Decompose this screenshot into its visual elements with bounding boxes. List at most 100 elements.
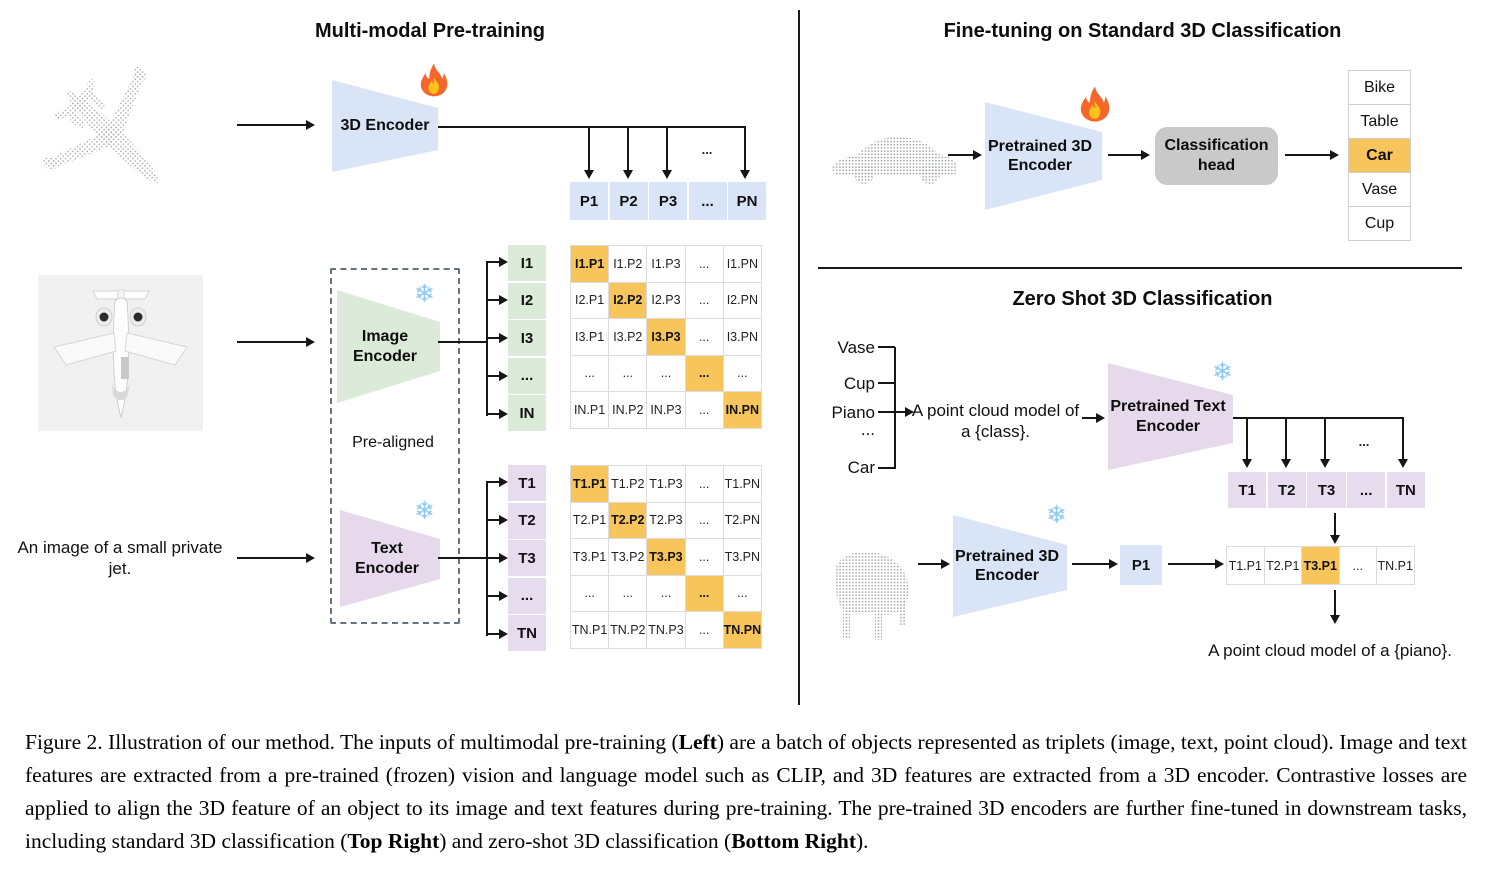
class-bracket <box>894 347 896 469</box>
image-encoder-label: Image Encoder <box>352 328 417 365</box>
text-input-caption: An image of a small private jet. <box>17 538 223 579</box>
finetune-title: Fine-tuning on Standard 3D Classificatio… <box>943 20 1342 42</box>
spine-image-rows <box>486 262 488 416</box>
matrix-cell: T2.P2 <box>609 502 648 539</box>
matrix-cell: ... <box>685 246 724 283</box>
snowflake-icon: ❄ <box>414 497 435 525</box>
figure-caption: Figure 2. Illustration of our method. Th… <box>25 730 1467 853</box>
i-cell: ... <box>508 357 546 394</box>
matrix-cell: I2.PN <box>723 282 762 319</box>
arrow-t-row-to-sim-row <box>1330 513 1340 544</box>
matrix-cell: I3.P1 <box>571 319 610 356</box>
p-cell: P3 <box>649 182 687 220</box>
3d-encoder-label: 3D Encoder <box>340 117 430 135</box>
bracket-tick-piano <box>878 411 895 413</box>
zs-similarity-row: T1.P1 T2.P1 T3.P1 ... TN.P1 <box>1226 546 1415 585</box>
matrix-cell: T1.P1 <box>571 466 610 503</box>
finetune-class-list: Bike Table Car Vase Cup <box>1348 70 1411 241</box>
image-point-similarity-matrix: I1.P1 I1.P2 I1.P3 ... I1.PN I2.P1 I2.P2 … <box>570 245 762 429</box>
p-feature-row: P1 P2 P3 ... PN <box>570 182 766 220</box>
fire-icon <box>1080 86 1110 122</box>
matrix-cell: I2.P3 <box>647 282 686 319</box>
t-cell: T1 <box>508 465 546 501</box>
zs-text-encoder-shape <box>1108 363 1233 470</box>
matrix-cell: ... <box>685 466 724 503</box>
text-point-similarity-matrix: T1.P1 T1.P2 T1.P3 ... T1.PN T2.P1 T2.P2 … <box>570 465 762 649</box>
zs-t-cell: TN <box>1386 472 1425 508</box>
line-image-encoder-out <box>438 341 488 343</box>
prompt-line2: a {class}. <box>961 422 1030 441</box>
arrow-to-zs-tn <box>1398 419 1408 468</box>
zs-class-car: Car <box>847 458 875 477</box>
p-cell: P2 <box>609 182 648 220</box>
matrix-cell: ... <box>685 319 724 356</box>
horizontal-divider <box>818 267 1462 269</box>
3d-encoder-shape <box>332 80 438 172</box>
text-feature-column: T1 T2 T3 ... TN <box>508 465 546 651</box>
snowflake-icon: ❄ <box>414 280 435 308</box>
matrix-cell: IN.P2 <box>609 392 648 429</box>
matrix-cell: ... <box>723 575 762 612</box>
matrix-cell: ... <box>647 575 686 612</box>
matrix-cell: ... <box>685 392 724 429</box>
arrow-prompt-to-text-encoder <box>1082 413 1105 423</box>
arrow-encoder-to-head <box>1108 150 1150 160</box>
bracket-tick-vase <box>878 346 895 348</box>
matrix-cell: ... <box>685 355 724 392</box>
matrix-cell: T3.P3 <box>647 539 686 576</box>
zs-encoder-shape <box>953 515 1067 617</box>
zs-class-vase: Vase <box>837 338 876 357</box>
zs-t-cell: ... <box>1347 472 1386 508</box>
arrow-to-in <box>486 409 508 419</box>
finetune-encoder-shape <box>985 102 1102 210</box>
prealigned-label: Pre-aligned <box>352 434 434 451</box>
class-item: Cup <box>1349 207 1411 241</box>
matrix-cell: I3.P2 <box>609 319 648 356</box>
arrow-to-i2 <box>486 295 508 305</box>
p-fanout-ellipsis: ... <box>701 142 713 157</box>
arrow-to-p3 <box>662 128 672 179</box>
image-feature-column: I1 I2 I3 ... IN <box>508 245 546 431</box>
t-cell: T2 <box>508 502 546 539</box>
matrix-cell: ... <box>723 355 762 392</box>
vertical-divider <box>798 10 800 705</box>
arrow-image-to-image-encoder <box>237 337 315 347</box>
arrow-encoder-to-p1 <box>1072 559 1118 569</box>
t-cell: T3 <box>508 540 546 576</box>
arrow-to-tn <box>486 629 508 639</box>
arrow-to-t-dots <box>486 591 508 601</box>
matrix-cell: ... <box>685 612 724 649</box>
bracket-tick-car <box>878 467 895 469</box>
matrix-cell: TN.PN <box>724 612 762 649</box>
snowflake-icon: ❄ <box>1046 501 1067 529</box>
prompt-line1: A point cloud model of <box>911 401 1080 420</box>
p-cell: P1 <box>570 182 608 220</box>
matrix-cell: I1.P3 <box>647 246 686 283</box>
matrix-cell: ... <box>571 575 610 612</box>
matrix-cell: I1.P1 <box>571 246 610 283</box>
arrow-to-t1 <box>486 477 508 487</box>
t-cell: TN <box>508 615 546 651</box>
matrix-cell: ... <box>571 355 610 392</box>
i-cell: I3 <box>508 320 546 356</box>
matrix-cell: T1.PN <box>723 466 762 503</box>
arrow-classes-to-prompt <box>895 407 914 417</box>
line-zs-text-encoder-out <box>1233 417 1404 419</box>
bracket-tick-cup <box>878 382 895 384</box>
zeroshot-title: Zero Shot 3D Classification <box>1012 288 1273 310</box>
arrow-airplane-to-3d-encoder <box>237 120 315 130</box>
image-encoder-shape <box>337 290 440 403</box>
prealigned-box <box>330 268 460 624</box>
arrow-to-t3 <box>486 553 508 563</box>
text-encoder-shape <box>340 510 440 607</box>
fire-icon <box>420 63 448 97</box>
matrix-cell: TN.P2 <box>609 612 648 649</box>
class-item: Bike <box>1349 71 1411 105</box>
zs-encoder-label: Pretrained 3D Encoder <box>954 547 1060 584</box>
snowflake-icon: ❄ <box>1212 358 1233 386</box>
arrow-to-zs-t1 <box>1242 419 1252 468</box>
class-item-predicted: Car <box>1349 139 1411 173</box>
zs-fanout-ellipsis: ... <box>1358 434 1370 449</box>
airplane-point-cloud <box>42 66 159 183</box>
